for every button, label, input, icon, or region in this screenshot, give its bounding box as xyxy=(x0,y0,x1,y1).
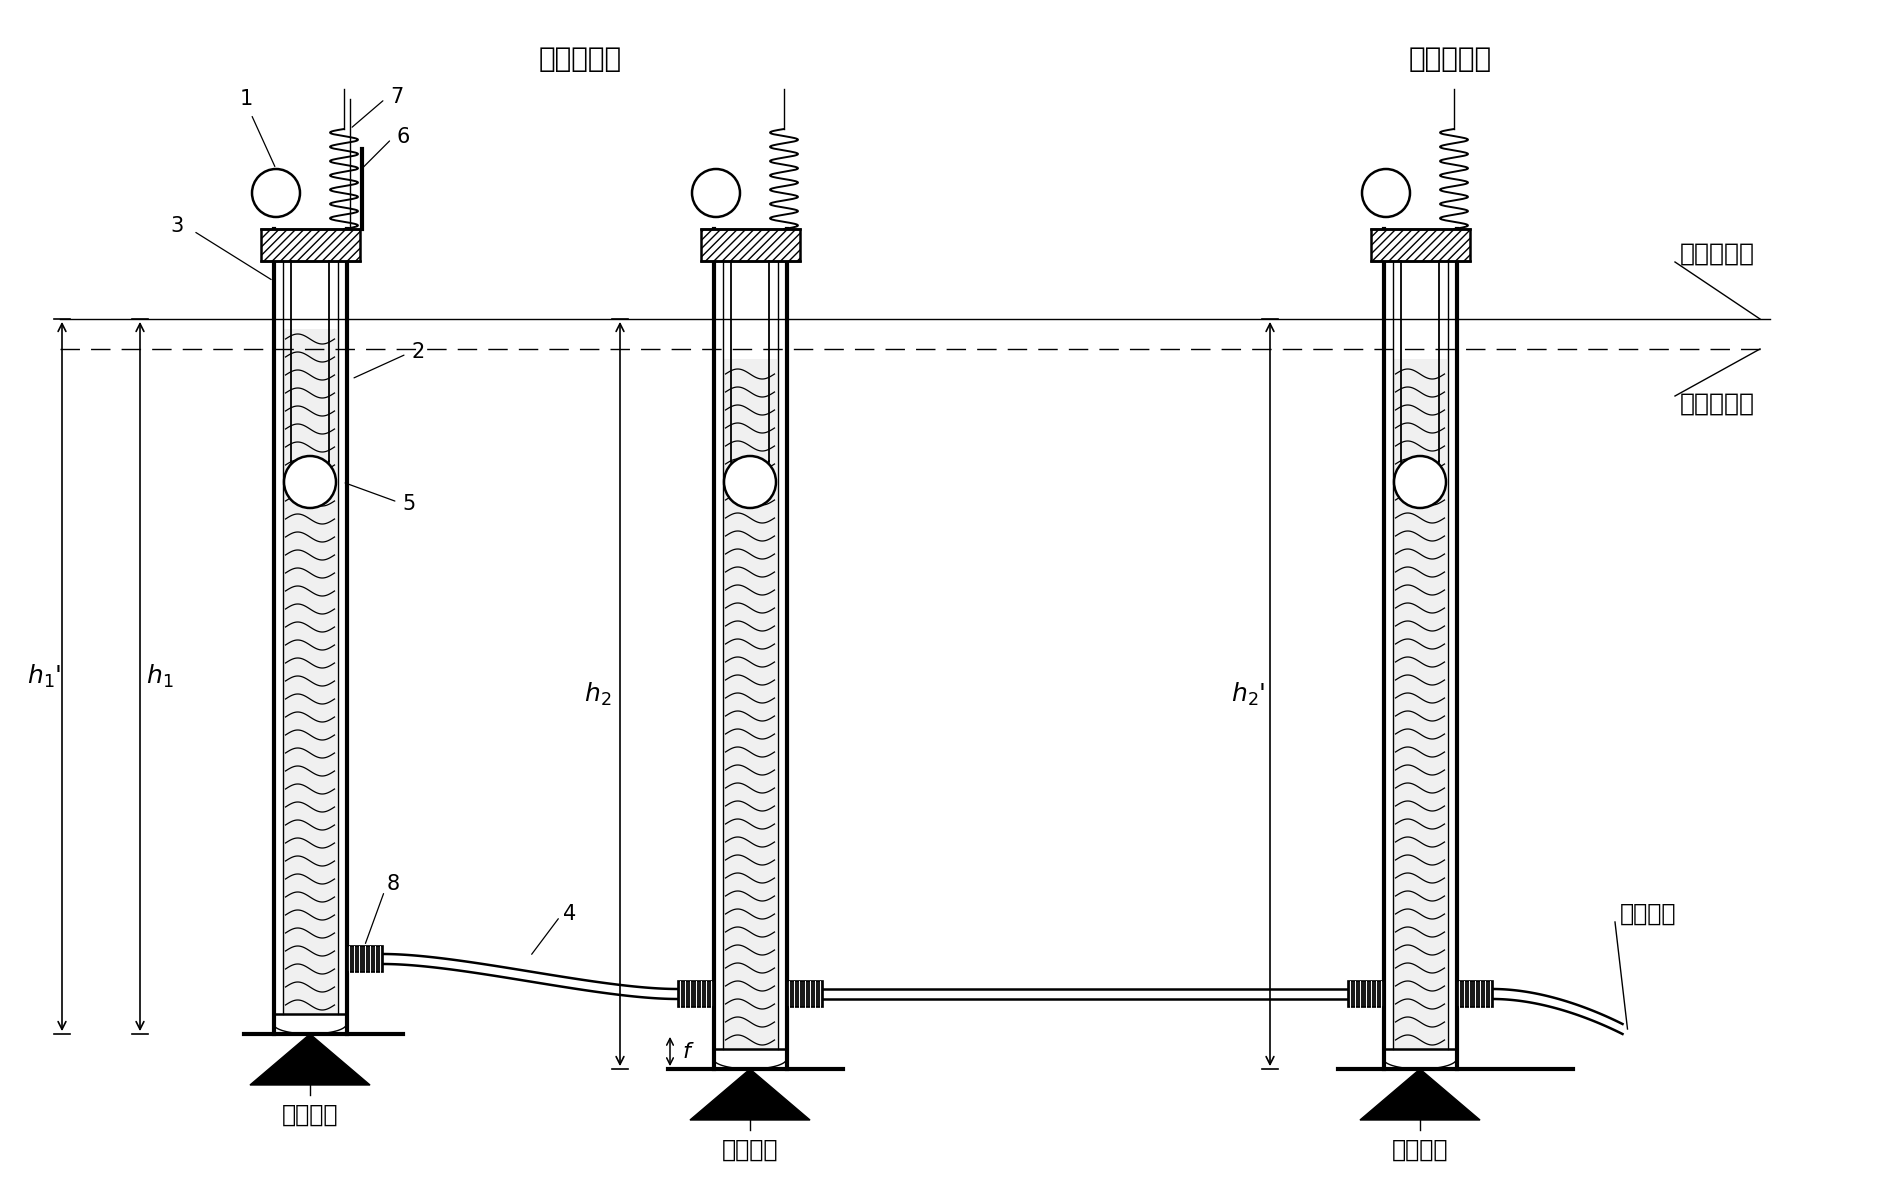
Bar xyxy=(1456,981,1492,1007)
Text: f: f xyxy=(682,1042,689,1062)
Text: 变形前管位: 变形前管位 xyxy=(538,45,621,73)
Bar xyxy=(786,981,822,1007)
Circle shape xyxy=(723,457,776,508)
Text: 1: 1 xyxy=(240,89,253,109)
Text: 2: 2 xyxy=(412,342,425,361)
Circle shape xyxy=(1394,457,1445,508)
Bar xyxy=(346,946,382,971)
Text: 固定基点: 固定基点 xyxy=(281,1103,338,1127)
Circle shape xyxy=(251,169,300,218)
Text: 3: 3 xyxy=(170,216,183,235)
Text: h$_2$': h$_2$' xyxy=(1230,680,1264,707)
Text: 6: 6 xyxy=(397,127,410,147)
Bar xyxy=(701,229,799,262)
Text: 变形前液面: 变形前液面 xyxy=(1679,243,1755,266)
Text: 5: 5 xyxy=(402,493,416,514)
Bar xyxy=(676,981,714,1007)
Text: 变形后液面: 变形后液面 xyxy=(1679,392,1755,416)
Bar xyxy=(1392,359,1445,1049)
Text: h$_1$: h$_1$ xyxy=(145,663,174,690)
Polygon shape xyxy=(1360,1069,1479,1120)
Bar xyxy=(1370,229,1470,262)
Text: 接其他管: 接其他管 xyxy=(1619,902,1676,926)
Bar xyxy=(283,329,336,1014)
Text: 7: 7 xyxy=(389,87,402,107)
Bar xyxy=(261,229,359,262)
Text: 下挠测点: 下挠测点 xyxy=(1390,1138,1447,1162)
Text: 4: 4 xyxy=(563,904,576,924)
Polygon shape xyxy=(249,1034,370,1086)
Circle shape xyxy=(283,457,336,508)
Circle shape xyxy=(691,169,740,218)
Bar xyxy=(723,359,776,1049)
Text: 变形后管位: 变形后管位 xyxy=(1407,45,1490,73)
Text: h$_2$: h$_2$ xyxy=(584,680,612,707)
Bar xyxy=(1347,981,1383,1007)
Polygon shape xyxy=(689,1069,810,1120)
Text: 下挠测点: 下挠测点 xyxy=(722,1138,778,1162)
Circle shape xyxy=(1362,169,1409,218)
Text: h$_1$': h$_1$' xyxy=(26,663,60,690)
Text: 8: 8 xyxy=(385,874,399,894)
